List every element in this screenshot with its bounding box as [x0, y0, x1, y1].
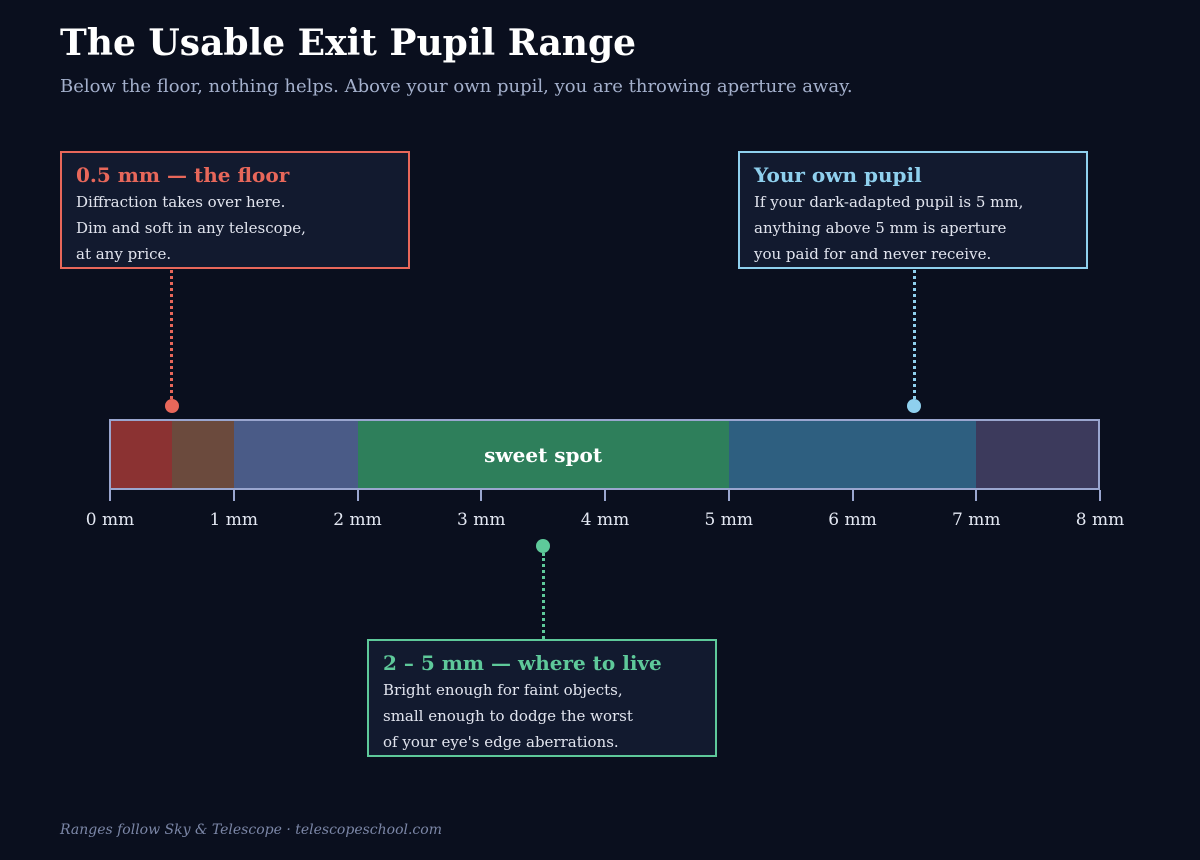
axis-tick — [232, 490, 235, 501]
range-segment: sweet spot — [357, 421, 730, 488]
range-segment — [171, 421, 235, 488]
segment-label: sweet spot — [484, 442, 603, 467]
axis-tick — [975, 490, 978, 501]
floor-callout-title: 0.5 mm — the floor — [76, 163, 290, 187]
floor-marker-dot — [164, 399, 179, 413]
axis-tick-label: 3 mm — [457, 510, 506, 530]
range-segment — [728, 421, 978, 488]
axis-tick — [851, 490, 854, 501]
pupil-marker-dot — [907, 399, 922, 413]
page-subtitle: Below the floor, nothing helps. Above yo… — [60, 76, 853, 97]
source-footer: Ranges follow Sky & Telescope · telescop… — [60, 822, 442, 838]
sweet-spot-callout-line: small enough to dodge the worst — [383, 707, 633, 725]
axis-tick-label: 1 mm — [209, 510, 258, 530]
exit-pupil-range-bar: sweet spot — [109, 419, 1100, 490]
axis-tick — [109, 490, 111, 501]
floor-callout: 0.5 mm — the floor Diffraction takes ove… — [60, 151, 410, 269]
range-segment — [976, 421, 1098, 488]
axis-tick — [356, 490, 359, 501]
axis-tick-label: 0 mm — [85, 510, 135, 530]
sweet-spot-callout-line: Bright enough for faint objects, — [383, 681, 623, 699]
sweet-spot-callout-line: of your eye's edge aberrations. — [383, 733, 619, 751]
sweet-spot-marker-dot — [536, 539, 551, 553]
sweet-spot-leader-line — [541, 553, 545, 639]
range-segment — [233, 421, 359, 488]
axis-tick — [604, 490, 606, 501]
axis-tick-label: 6 mm — [828, 510, 877, 530]
floor-callout-line: at any price. — [76, 245, 172, 263]
page-title: The Usable Exit Pupil Range — [60, 22, 637, 64]
axis-tick-label: 8 mm — [1075, 510, 1125, 530]
axis-tick-label: 4 mm — [580, 510, 630, 530]
floor-callout-line: Dim and soft in any telescope, — [76, 219, 306, 237]
floor-callout-line: Diffraction takes over here. — [76, 193, 286, 211]
pupil-callout: Your own pupil If your dark-adapted pupi… — [738, 151, 1088, 269]
sweet-spot-callout: 2 – 5 mm — where to live Bright enough f… — [367, 639, 717, 757]
pupil-callout-line: anything above 5 mm is aperture — [754, 219, 1007, 237]
axis-tick-label: 7 mm — [952, 510, 1001, 530]
sweet-spot-callout-title: 2 – 5 mm — where to live — [383, 651, 662, 675]
axis-tick — [480, 490, 483, 501]
axis-tick — [1099, 490, 1101, 501]
pupil-callout-line: If your dark-adapted pupil is 5 mm, — [754, 193, 1024, 211]
pupil-callout-line: you paid for and never receive. — [754, 245, 992, 263]
floor-leader-line — [170, 270, 174, 399]
axis-tick-label: 2 mm — [333, 510, 382, 530]
pupil-leader-line — [912, 270, 916, 399]
range-segment — [111, 421, 173, 488]
pupil-callout-title: Your own pupil — [754, 163, 922, 187]
axis-tick-label: 5 mm — [704, 510, 753, 530]
axis-tick — [727, 490, 730, 501]
